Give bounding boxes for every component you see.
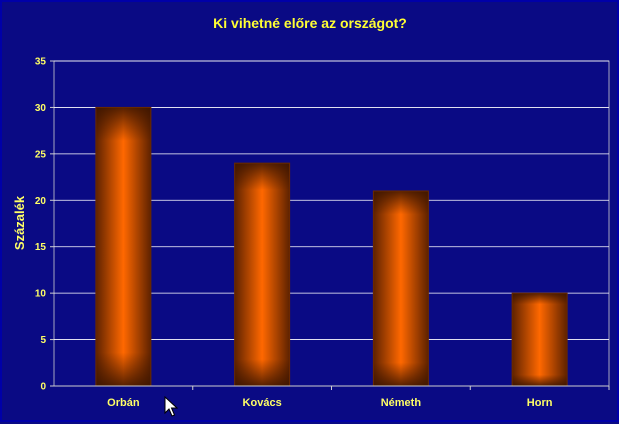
y-axis-label: Százalék (12, 195, 27, 250)
bar-shade (511, 292, 568, 387)
x-category-label: Németh (381, 397, 422, 409)
bar-shade (372, 190, 429, 387)
bar-shade (95, 106, 152, 387)
x-category-label: Orbán (107, 397, 140, 409)
y-tick-label: 15 (35, 242, 47, 253)
y-tick-label: 30 (35, 103, 47, 114)
mouse-pointer-icon (164, 396, 178, 417)
bar-orbán (95, 106, 152, 387)
chart-title: Ki vihetné előre az országot? (213, 15, 407, 31)
bar-németh (372, 190, 429, 387)
y-axis-ticks: 0 5 10 15 20 25 30 35 (35, 57, 54, 393)
x-category-label: Kovács (243, 397, 282, 409)
y-tick-label: 5 (40, 335, 46, 346)
x-axis-labels: Orbán Kovács Németh Horn (107, 386, 610, 409)
y-tick-label: 0 (40, 382, 46, 393)
y-tick-label: 20 (35, 196, 47, 207)
bars (95, 106, 568, 387)
y-tick-label: 25 (35, 149, 47, 160)
y-tick-label: 35 (35, 57, 47, 68)
bar-kovács (234, 162, 291, 387)
bar-horn (511, 292, 568, 387)
y-tick-label: 10 (35, 289, 47, 300)
bar-shade (234, 162, 291, 387)
x-category-label: Horn (527, 397, 553, 409)
